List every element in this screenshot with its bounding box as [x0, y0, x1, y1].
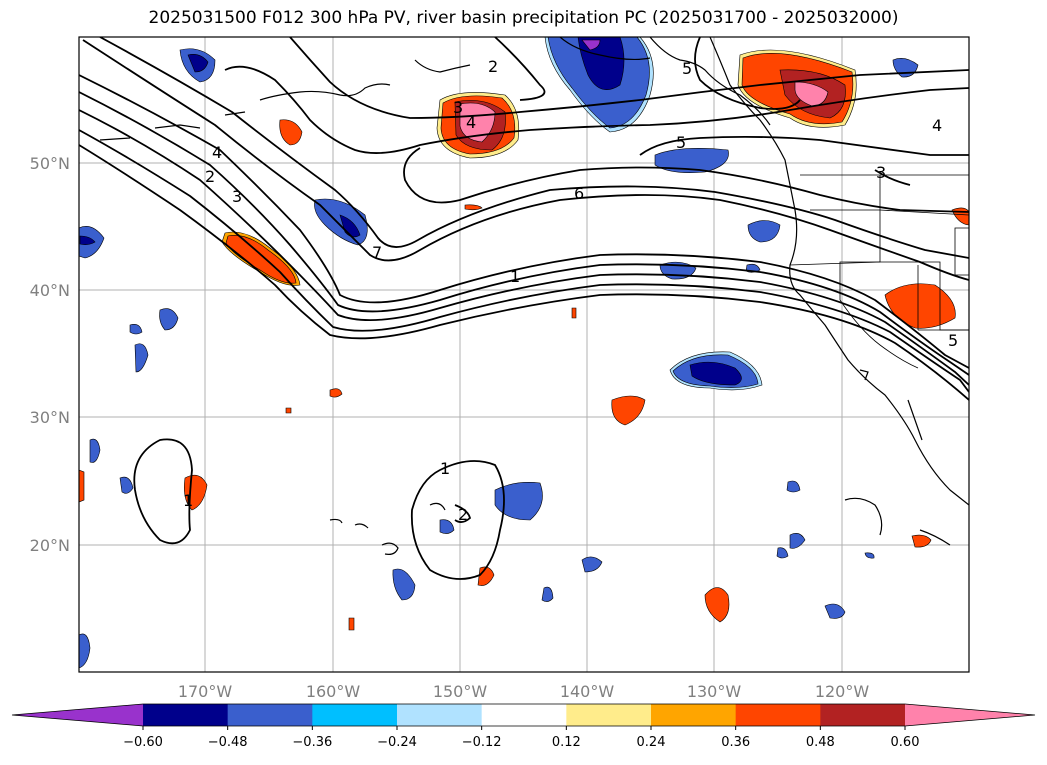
colorbar-segment: [397, 704, 483, 726]
map-area: [79, 37, 969, 672]
lat-label-30n: 30°N: [30, 408, 70, 427]
colorbar-tick-label: 0.12: [552, 735, 581, 750]
colorbar-tick-label: −0.36: [292, 735, 332, 750]
lat-label-20n: 20°N: [30, 536, 70, 555]
contour-labels: 2 3 4 2 3 4 5 5 4 6 7 1 3 5 1 2 1: [183, 57, 958, 524]
contour-label: 1: [440, 459, 450, 478]
colorbar-tick-label: 0.48: [806, 735, 835, 750]
colorbar-tick-label: −0.60: [123, 735, 163, 750]
lon-label-170w: 170°W: [178, 682, 233, 701]
contour-label: 2: [458, 505, 468, 524]
contour-label: 1: [183, 491, 193, 510]
colorbar-tick-label: 0.60: [891, 735, 920, 750]
lon-label-150w: 150°W: [433, 682, 488, 701]
contour-label: 2: [488, 57, 498, 76]
negative-anomaly-blobs: [79, 37, 919, 669]
colorbar-tick-label: 0.24: [637, 735, 666, 750]
pv-contours: [79, 37, 969, 580]
contour-label: 3: [453, 98, 463, 117]
colorbar-tick-label: −0.48: [208, 735, 248, 750]
colorbar-segment: [566, 704, 652, 726]
contour-label: 4: [932, 116, 942, 135]
colorbar: −0.60 −0.48 −0.36 −0.24 −0.12 0.12 0.24 0.36 0.4…: [11, 703, 1036, 750]
lon-label-140w: 140°W: [560, 682, 615, 701]
lon-label-160w: 160°W: [306, 682, 361, 701]
contour-label: 7: [372, 243, 382, 262]
contour-label: 3: [232, 187, 242, 206]
contour-label: 1: [510, 267, 520, 286]
colorbar-segment: [735, 704, 821, 726]
contour-label: 4: [466, 113, 476, 132]
lon-label-120w: 120°W: [815, 682, 870, 701]
lat-label-40n: 40°N: [30, 281, 70, 300]
colorbar-tick-label: 0.36: [721, 735, 750, 750]
contour-label: 5: [682, 59, 692, 78]
contour-label: 4: [212, 143, 222, 162]
colorbar-extend-low: [12, 704, 143, 726]
contour-label: 3: [876, 163, 886, 182]
colorbar-segment: [820, 704, 906, 726]
lat-label-50n: 50°N: [30, 154, 70, 173]
contour-label: 2: [205, 167, 215, 186]
contour-label: 5: [948, 331, 958, 350]
colorbar-segment: [651, 704, 737, 726]
precip-shading: [79, 37, 969, 669]
colorbar-segment: [227, 704, 313, 726]
contour-label: 6: [574, 184, 584, 203]
coastlines: [99, 37, 969, 555]
colorbar-tick-label: −0.12: [462, 735, 502, 750]
colorbar-segment: [481, 704, 567, 726]
lon-label-130w: 130°W: [687, 682, 742, 701]
map-title: 2025031500 F012 300 hPa PV, river basin …: [148, 8, 899, 28]
colorbar-tick-label: −0.24: [377, 735, 417, 750]
colorbar-segment: [143, 704, 229, 726]
colorbar-segment: [312, 704, 398, 726]
map-frame: [78, 36, 970, 673]
positive-anomaly-blobs: [79, 49, 969, 631]
latitude-labels: 50°N 40°N 30°N 20°N: [30, 154, 70, 555]
contour-label: 5: [676, 133, 686, 152]
longitude-labels: 170°W 160°W 150°W 140°W 130°W 120°W: [178, 682, 870, 701]
colorbar-extend-high: [905, 704, 1035, 726]
